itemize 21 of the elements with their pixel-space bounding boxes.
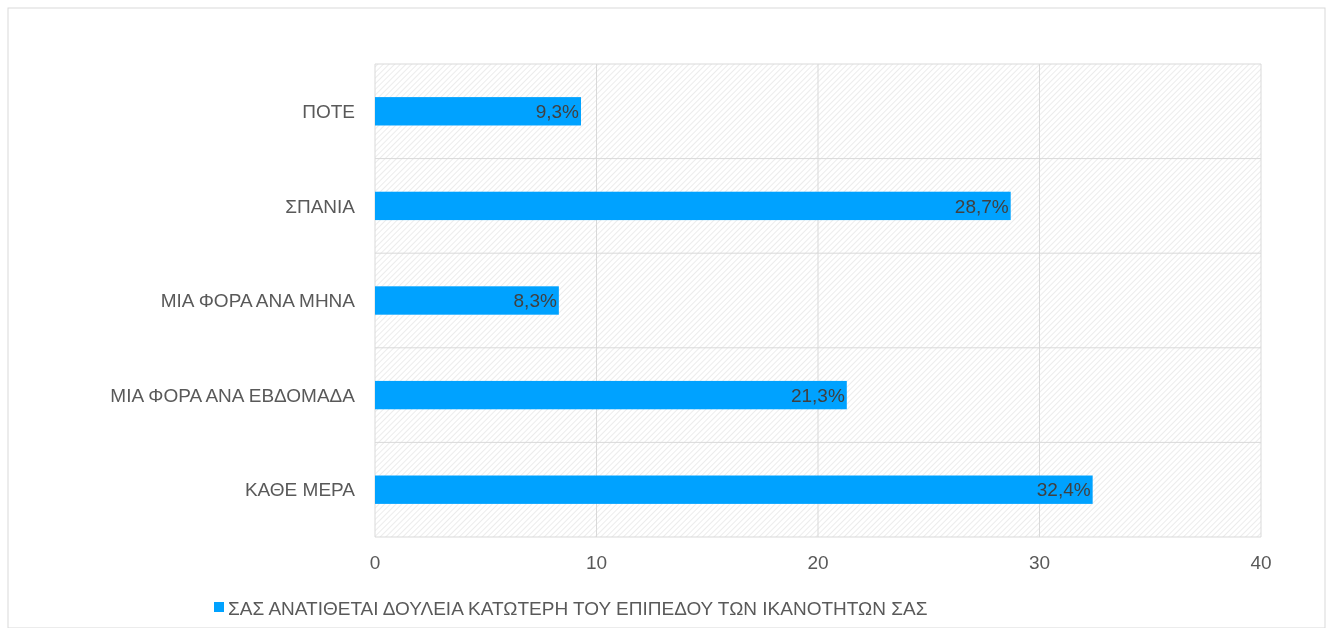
data-label: 32,4% (1036, 479, 1091, 501)
data-label: 28,7% (954, 195, 1009, 217)
x-tick-label: 30 (1028, 552, 1051, 573)
y-tick-label: ΚΑΘΕ ΜΕΡΑ (244, 479, 356, 501)
y-tick-label: ΜΙΑ ΦΟΡΑ ΑΝΑ ΕΒΔΟΜΑΔΑ (110, 384, 356, 406)
data-label: 9,3% (535, 100, 580, 122)
x-tick-label: 0 (369, 552, 381, 573)
data-label: 21,3% (790, 384, 845, 406)
y-tick-label: ΠΟΤΕ (302, 100, 355, 122)
x-tick-label: 40 (1250, 552, 1272, 573)
data-label: 8,3% (513, 290, 557, 312)
x-tick-label: 20 (807, 552, 829, 573)
y-tick-label: ΣΠΑΝΙΑ (285, 195, 356, 217)
bar (375, 380, 847, 410)
y-tick-label: ΜΙΑ ΦΟΡΑ ΑΝΑ ΜΗΝΑ (160, 290, 356, 312)
bar (375, 475, 1093, 504)
bar (375, 97, 581, 126)
bar (375, 191, 1011, 221)
x-tick-label: 10 (585, 552, 608, 573)
bar (375, 286, 559, 315)
legend-label: ΣΑΣ ΑΝΑΤΙΘΕΤΑΙ ΔΟΥΛΕΙΑ ΚΑΤΩΤΕΡΗ ΤΟΥ ΕΠΙΠΕΔΟΥ ΤΩΝ ΙΚΑΝΟΤΗΤΩΝ ΣΑΣ (228, 597, 928, 619)
